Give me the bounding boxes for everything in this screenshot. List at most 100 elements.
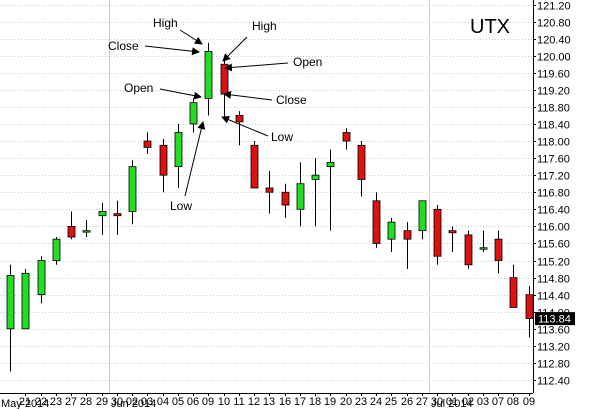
x-tick-label: 18 (309, 396, 321, 408)
x-tick-label: 01 (446, 396, 458, 408)
candle-body (342, 132, 351, 142)
annotation-low-right: Low (271, 130, 293, 144)
candle (311, 158, 320, 227)
x-tick-label: 10 (218, 396, 230, 408)
candle (82, 219, 91, 238)
candle (67, 211, 76, 240)
y-tick-label: 117.60 (537, 154, 570, 166)
candle (509, 264, 518, 308)
annotation-arrow (222, 36, 248, 62)
candle (189, 98, 198, 133)
annotations: High Close Open Low High Open Close Low (108, 16, 322, 213)
y-tick-label: 113.60 (537, 325, 570, 337)
candle-body (525, 294, 534, 319)
candle-body (250, 144, 259, 189)
candle-body (21, 272, 30, 330)
x-tick-label: 27 (416, 396, 428, 408)
candle-body (326, 161, 335, 168)
x-tick-label: 20 (340, 396, 352, 408)
x-tick-label: 06 (187, 396, 199, 408)
x-tick-label: 27 (65, 396, 77, 408)
candle (479, 230, 488, 252)
x-tick-label: 11 (233, 396, 244, 408)
annotation-close-right: Close (276, 93, 307, 107)
candle (37, 256, 46, 304)
x-tick-label: 29 (96, 396, 108, 408)
x-tick-label: 23 (355, 396, 367, 408)
candle-body (82, 230, 91, 233)
annotation-high-right: High (252, 19, 277, 33)
candle-body (159, 144, 168, 176)
y-tick-label: 118.00 (537, 137, 570, 149)
candle-body (433, 208, 442, 257)
candle (250, 141, 259, 189)
candle (357, 141, 366, 197)
y-tick-label: 120.40 (537, 35, 571, 47)
y-axis-ticks: 121.20 120.80 120.40 120.00 119.60 119.20 118.… (533, 1, 571, 388)
x-tick-label: 30 (111, 396, 123, 408)
candle-body (174, 132, 183, 168)
candle (143, 132, 152, 154)
annotation-close-left: Close (108, 39, 139, 53)
candles (6, 42, 534, 372)
candle-body (37, 260, 46, 296)
x-tick-label: 08 (507, 396, 519, 408)
x-tick-label: 25 (385, 396, 397, 408)
y-tick-label: 116.80 (537, 188, 570, 200)
candle-body (235, 115, 244, 123)
candle-body (372, 200, 381, 244)
candle-body (6, 275, 15, 330)
x-tick-label: 05 (172, 396, 184, 408)
candle (418, 200, 427, 240)
candle-body (464, 234, 473, 266)
annotation-arrow (144, 45, 200, 56)
y-tick-label: 118.40 (537, 120, 570, 132)
candle-body (509, 277, 518, 308)
x-tick-label: 24 (370, 396, 382, 408)
y-tick-label: 120.00 (537, 52, 571, 64)
candle (204, 42, 213, 116)
x-tick-label: 19 (324, 396, 336, 408)
y-tick-label: 116.40 (537, 205, 570, 217)
candle (235, 111, 244, 146)
candle-body (479, 247, 488, 250)
candle (281, 183, 290, 218)
candle (342, 128, 351, 150)
y-tick-label: 114.80 (537, 274, 570, 286)
candle (159, 138, 168, 193)
candle-body (98, 211, 107, 217)
month-label: Jul 2014 (431, 398, 473, 409)
candle (113, 200, 122, 235)
x-tick-label: 17 (294, 396, 306, 408)
candle (265, 170, 274, 214)
x-tick-label: 03 (141, 396, 153, 408)
candle-body (52, 238, 61, 261)
annotation-open-right: Open (293, 55, 322, 69)
candle-body (357, 144, 366, 180)
annotation-low-left: Low (170, 199, 192, 213)
annotation-arrow (223, 90, 273, 101)
candle-body (296, 183, 305, 210)
y-tick-label: 115.60 (537, 239, 570, 251)
annotation-high-left: High (153, 16, 178, 30)
candle (387, 217, 396, 252)
x-tick-label: 12 (248, 396, 260, 408)
candle-body (448, 230, 457, 234)
x-tick-label: 07 (492, 396, 504, 408)
x-tick-label: 23 (50, 396, 62, 408)
x-tick-label: 21 (19, 396, 31, 408)
y-tick-label: 112.80 (537, 359, 570, 371)
candle-body (494, 238, 503, 261)
y-tick-label: 118.80 (537, 103, 570, 115)
x-tick-label: 09 (202, 396, 214, 408)
candle-body (204, 51, 213, 99)
candle (494, 230, 503, 274)
x-tick-label: 16 (279, 396, 291, 408)
candle (448, 226, 457, 252)
candle (98, 202, 107, 235)
annotation-arrow (184, 121, 206, 197)
y-tick-label: 116.00 (537, 222, 570, 234)
annotation-arrow (221, 115, 269, 137)
